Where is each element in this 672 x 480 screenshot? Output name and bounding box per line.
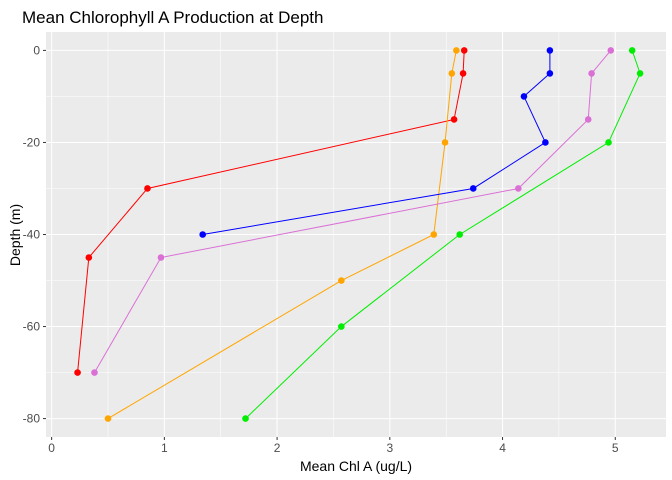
data-point-series-5	[628, 47, 636, 54]
chart-title: Mean Chlorophyll A Production at Depth	[22, 8, 323, 27]
data-point-series-4	[588, 70, 595, 77]
series-line-3	[202, 50, 551, 235]
y-tick-label: 0	[33, 43, 40, 57]
data-point-series-2	[453, 47, 460, 54]
y-tick-label: -40	[23, 228, 41, 242]
data-point-series-3	[199, 231, 206, 238]
data-point-series-5	[242, 415, 249, 422]
series-line-2	[107, 50, 457, 420]
y-tick-label: -20	[23, 135, 41, 149]
data-point-series-4	[157, 254, 165, 261]
x-tick-label: 1	[161, 441, 168, 455]
data-point-series-1	[450, 116, 458, 123]
data-point-series-1	[85, 254, 93, 261]
data-point-series-4	[91, 369, 98, 376]
data-point-series-3	[520, 93, 528, 100]
data-point-series-4	[515, 185, 522, 192]
y-tick-label: -80	[23, 412, 41, 426]
series-layer	[74, 47, 644, 422]
series-line-4	[94, 50, 612, 373]
y-axis-title: Depth (m)	[7, 204, 23, 266]
x-tick-label: 4	[499, 441, 506, 455]
data-point-series-5	[338, 323, 345, 330]
data-point-series-1	[74, 369, 81, 376]
data-point-series-4	[607, 47, 615, 54]
data-point-series-3	[546, 47, 554, 54]
axis-ticks: 0 1 2 3 4 5 0 -20 -40 -60 -80	[23, 43, 619, 455]
x-tick-label: 5	[612, 441, 619, 455]
x-tick-label: 2	[274, 441, 281, 455]
series-line-5	[245, 50, 641, 419]
series-line-1	[77, 50, 465, 373]
data-point-series-3	[469, 185, 477, 192]
x-axis-title: Mean Chl A (ug/L)	[300, 458, 412, 474]
data-point-series-2	[104, 415, 112, 422]
data-point-series-3	[546, 70, 554, 77]
data-point-series-2	[448, 70, 456, 77]
data-point-series-1	[459, 70, 467, 77]
data-point-series-1	[460, 47, 468, 54]
x-tick-label: 3	[386, 441, 393, 455]
data-point-series-2	[441, 139, 449, 146]
x-tick-label: 0	[48, 441, 55, 455]
data-point-series-1	[144, 185, 151, 192]
data-point-series-5	[605, 139, 612, 146]
data-point-series-2	[430, 231, 438, 238]
data-point-series-2	[338, 277, 345, 284]
data-point-series-5	[456, 231, 464, 238]
grid-major	[46, 32, 666, 437]
data-point-series-4	[584, 116, 592, 123]
y-tick-label: -60	[23, 320, 41, 334]
data-point-series-3	[542, 139, 549, 146]
data-point-series-5	[636, 70, 644, 77]
